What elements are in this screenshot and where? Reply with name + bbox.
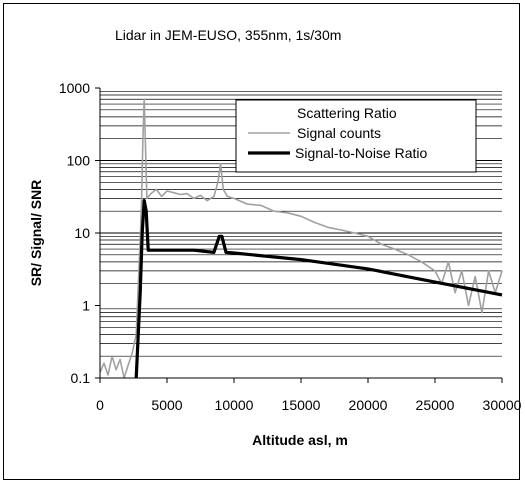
x-tick-label: 5000 — [151, 397, 182, 413]
legend-box — [235, 99, 477, 173]
x-tick-label: 25000 — [416, 397, 455, 413]
legend: Scattering Ratio Signal counts Signal-to-N… — [235, 99, 477, 173]
series-line-2 — [134, 199, 503, 379]
legend-label-0: Scattering Ratio — [297, 105, 397, 121]
y-tick-labels: 0.1 1 10 100 1000 — [59, 80, 90, 386]
y-tick-label: 1 — [82, 298, 90, 314]
y-tick-label: 0.1 — [71, 370, 91, 386]
chart-title: Lidar in JEM-EUSO, 355nm, 1s/30m — [115, 27, 341, 43]
x-tick-labels: 0 5000 10000 15000 20000 25000 30000 — [96, 397, 522, 413]
axes — [95, 87, 503, 383]
x-tick-label: 30000 — [483, 397, 522, 413]
x-tick-label: 15000 — [282, 397, 321, 413]
series-layer — [99, 98, 503, 379]
y-tick-label: 100 — [67, 153, 91, 169]
x-axis-label: Altitude asl, m — [252, 432, 348, 448]
y-tick-label: 1000 — [59, 80, 90, 96]
x-tick-label: 20000 — [349, 397, 388, 413]
y-axis-label: SR/ Signal/ SNR — [28, 180, 44, 287]
y-tick-label: 10 — [74, 225, 90, 241]
legend-label-1: Signal counts — [297, 125, 381, 141]
x-tick-label: 0 — [96, 397, 104, 413]
x-tick-label: 10000 — [215, 397, 254, 413]
chart-frame — [3, 3, 520, 480]
legend-label-2: Signal-to-Noise Ratio — [295, 145, 427, 161]
